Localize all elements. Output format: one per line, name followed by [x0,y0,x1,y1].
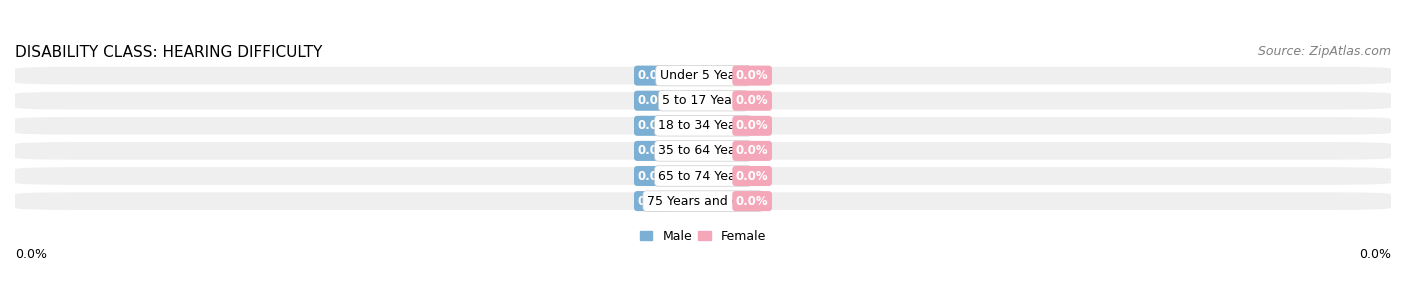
FancyBboxPatch shape [15,167,1391,185]
Text: 0.0%: 0.0% [735,94,769,107]
Text: 18 to 34 Years: 18 to 34 Years [658,119,748,132]
FancyBboxPatch shape [15,142,1391,160]
Text: 35 to 64 Years: 35 to 64 Years [658,144,748,157]
Text: 0.0%: 0.0% [15,247,46,261]
Text: 0.0%: 0.0% [735,195,769,208]
Legend: Male, Female: Male, Female [636,225,770,248]
Text: 0.0%: 0.0% [637,69,671,82]
Text: 0.0%: 0.0% [735,144,769,157]
Text: 0.0%: 0.0% [735,170,769,182]
Text: 0.0%: 0.0% [735,69,769,82]
Text: 0.0%: 0.0% [637,170,671,182]
Text: 65 to 74 Years: 65 to 74 Years [658,170,748,182]
FancyBboxPatch shape [15,192,1391,210]
Text: 75 Years and over: 75 Years and over [647,195,759,208]
FancyBboxPatch shape [15,67,1391,85]
Text: 0.0%: 0.0% [637,119,671,132]
FancyBboxPatch shape [15,117,1391,135]
Text: 0.0%: 0.0% [637,144,671,157]
Text: DISABILITY CLASS: HEARING DIFFICULTY: DISABILITY CLASS: HEARING DIFFICULTY [15,45,322,60]
Text: Under 5 Years: Under 5 Years [659,69,747,82]
Text: 0.0%: 0.0% [637,94,671,107]
Text: 0.0%: 0.0% [637,195,671,208]
FancyBboxPatch shape [15,92,1391,109]
Text: 0.0%: 0.0% [735,119,769,132]
Text: 0.0%: 0.0% [1360,247,1391,261]
Text: Source: ZipAtlas.com: Source: ZipAtlas.com [1258,45,1391,58]
Text: 5 to 17 Years: 5 to 17 Years [662,94,744,107]
